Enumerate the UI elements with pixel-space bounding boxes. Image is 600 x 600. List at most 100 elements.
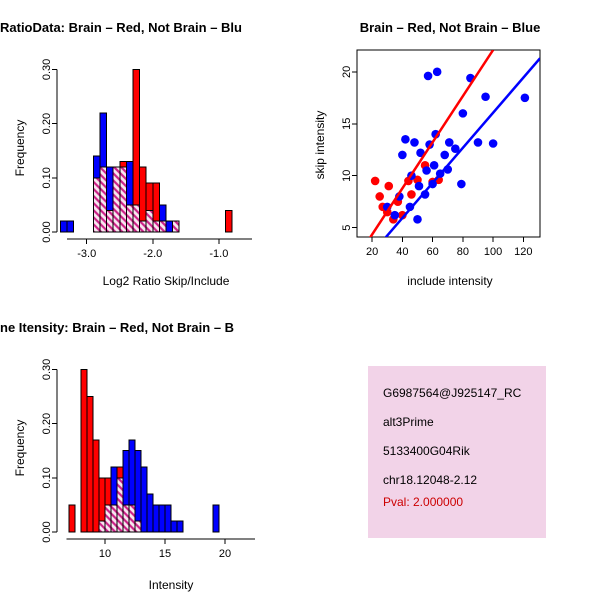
data-point-blue (390, 210, 400, 220)
scatter-plot: 20 40 60 80 100 120 5 10 15 20 (341, 49, 541, 258)
x-axis: 20 40 60 80 100 120 (366, 237, 533, 258)
hist-bar (125, 161, 134, 206)
x-tick-label: 80 (457, 246, 469, 258)
panel-scatter: Brain – Red, Not Brain – Blue 20 40 60 80 10… (300, 0, 600, 300)
x-tick-label: 10 (99, 548, 111, 560)
hist-bar-overlap (98, 520, 106, 533)
data-point-blue (398, 150, 407, 160)
hist-bar-overlap (92, 177, 101, 233)
hist-bar (164, 504, 172, 533)
y-tick-label: 0.10 (41, 467, 53, 488)
scatter-y-axis-label: skip intensity (313, 110, 327, 180)
hist-bar (212, 504, 220, 533)
data-point-blue (429, 161, 439, 170)
hist-bar (104, 477, 112, 506)
x-tick-label: 120 (514, 246, 532, 258)
data-point-blue (473, 138, 483, 147)
plot-box (356, 49, 541, 238)
ratio-histogram-plot: -3.0 -2.0 -1.0 0.00 0.10 0.20 0.30 (41, 59, 252, 260)
y-tick-label: 0.30 (41, 59, 53, 80)
ratio-x-axis-label: Log2 Ratio Skip/Include (102, 274, 230, 288)
y-tick-label: 10 (341, 170, 353, 182)
info-line-location: chr18.12048-2.12 (383, 473, 478, 487)
data-point-blue (458, 109, 468, 118)
hist-bar (170, 520, 178, 533)
scatter-x-axis-label: include intensity (407, 274, 493, 288)
hist-bar (140, 466, 148, 533)
data-point-red (407, 190, 416, 199)
ratio-y-axis-label: Frequency (13, 119, 27, 177)
data-point-blue (414, 181, 424, 191)
x-tick-label: 15 (159, 548, 171, 560)
hist-bar-overlap (139, 220, 147, 233)
data-point-blue (420, 190, 430, 199)
data-point-blue (410, 138, 419, 147)
hist-bar-overlap (132, 204, 141, 233)
data-point-blue (413, 215, 422, 224)
intensity-histogram-title: ne Itensity: Brain – Red, Not Brain – B (0, 320, 235, 335)
data-point-blue (405, 202, 415, 212)
hist-bar (66, 220, 75, 233)
intensity-histogram-plot: 10 15 20 0.00 0.10 0.20 0.30 (41, 359, 255, 560)
x-axis: -3.0 -2.0 -1.0 (66, 238, 252, 260)
x-tick-label: -2.0 (143, 248, 162, 260)
hist-bar-overlap (112, 166, 121, 233)
hist-bar-overlap (125, 204, 134, 233)
x-axis: 10 15 20 (66, 538, 255, 560)
hist-bar (145, 182, 154, 211)
hist-bar (152, 504, 160, 533)
y-axis: 0.00 0.10 0.20 0.30 (41, 59, 58, 243)
hist-bar-overlap (128, 504, 136, 533)
hist-bar-overlap (106, 209, 114, 233)
info-line-gene-id: G6987564@J925147_RC (383, 386, 522, 400)
x-tick-label: 20 (219, 548, 231, 560)
x-tick-label: 100 (484, 246, 502, 258)
hist-bar (128, 439, 136, 506)
hist-bar-overlap (145, 209, 154, 233)
hist-bar-overlap (99, 166, 108, 233)
x-tick-label: 40 (396, 246, 408, 258)
hist-bar (132, 68, 141, 206)
hist-bar (158, 504, 166, 533)
intensity-y-axis-label: Frequency (13, 419, 27, 477)
data-point-blue (422, 166, 431, 175)
fit-line-blue (384, 57, 540, 237)
data-point-blue (423, 71, 433, 81)
y-tick-label: 20 (341, 66, 353, 78)
hist-bar-overlap (104, 504, 112, 533)
data-point-blue (440, 150, 450, 160)
y-tick-label: 0.00 (41, 521, 53, 542)
fit-lines (368, 50, 540, 237)
data-point-red (375, 192, 384, 201)
histogram-bars (68, 368, 220, 533)
hist-bar (224, 209, 233, 233)
scatter-points (370, 67, 530, 224)
hist-bar-overlap (158, 220, 167, 233)
data-point-blue (401, 135, 410, 144)
hist-bar-overlap (172, 220, 180, 233)
y-tick-label: 0.20 (41, 113, 53, 134)
hist-bar (59, 220, 68, 233)
panel-intensity-histogram: ne Itensity: Brain – Red, Not Brain – B … (0, 300, 300, 600)
hist-bar-overlap (116, 477, 124, 533)
data-point-blue (416, 148, 425, 158)
x-tick-label: 20 (366, 246, 378, 258)
data-point-blue (451, 144, 460, 153)
data-point-blue (481, 92, 490, 102)
panel-info: G6987564@J925147_RC alt3Prime 5133400G04… (300, 300, 600, 600)
hist-bar-overlap (134, 520, 142, 533)
scatter-title: Brain – Red, Not Brain – Blue (359, 20, 541, 35)
hist-bar (139, 166, 147, 222)
hist-bar-overlap (122, 504, 130, 533)
hist-bar-overlap (152, 220, 160, 233)
hist-bar (134, 450, 142, 522)
x-tick-label: -1.0 (209, 248, 228, 260)
hist-bar (176, 520, 184, 533)
data-point-blue (520, 93, 530, 103)
hist-bar (68, 504, 76, 533)
panel-ratio-histogram: RatioData: Brain – Red, Not Brain – Blu … (0, 0, 300, 300)
data-point-red (384, 181, 394, 191)
data-point-blue (457, 179, 466, 189)
y-tick-label: 0.00 (41, 221, 53, 242)
